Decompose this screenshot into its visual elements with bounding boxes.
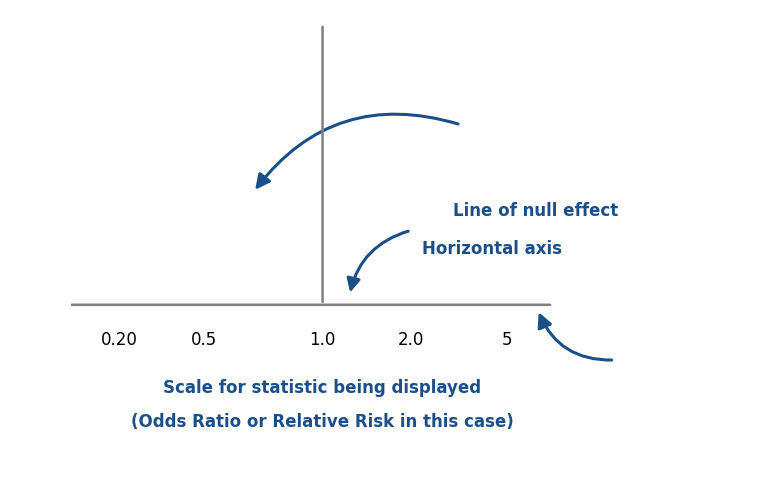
Text: 5: 5 <box>502 331 512 349</box>
Text: Horizontal axis: Horizontal axis <box>422 240 562 258</box>
Text: (Odds Ratio or Relative Risk in this case): (Odds Ratio or Relative Risk in this cas… <box>131 413 514 431</box>
Text: Scale for statistic being displayed: Scale for statistic being displayed <box>164 379 482 397</box>
Text: 0.20: 0.20 <box>101 331 137 349</box>
Text: 1.0: 1.0 <box>310 331 336 349</box>
Text: Line of null effect: Line of null effect <box>453 202 618 220</box>
Text: 0.5: 0.5 <box>190 331 217 349</box>
Text: 2.0: 2.0 <box>398 331 424 349</box>
